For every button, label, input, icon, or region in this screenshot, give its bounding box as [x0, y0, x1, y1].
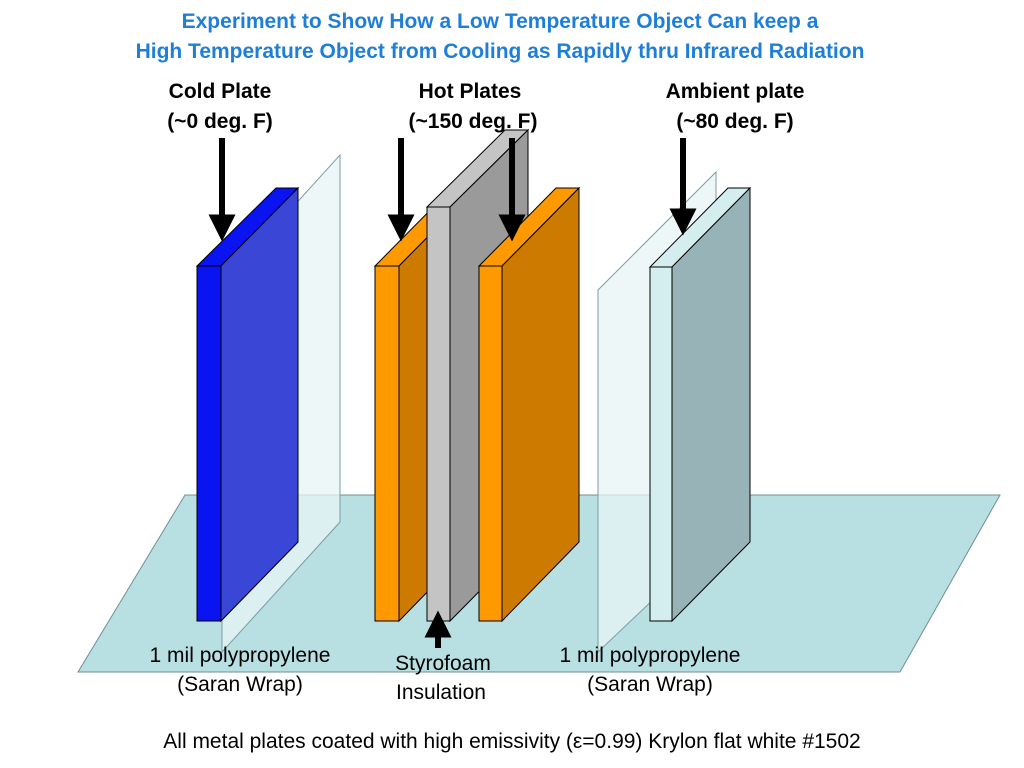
- footer-note: All metal plates coated with high emissi…: [163, 730, 860, 753]
- saran-wrap-left-label-1: 1 mil polypropylene: [150, 644, 331, 667]
- ambient-plate-heading: Ambient plate: [666, 80, 805, 103]
- saran-wrap-right-label-2: (Saran Wrap): [587, 673, 713, 696]
- ambient-plate-temp: (~80 deg. F): [676, 110, 793, 133]
- insulation-label-2: Insulation: [396, 681, 486, 704]
- insulation-edge: [426, 206, 451, 622]
- hot-plate-right-edge: [478, 265, 503, 622]
- title-line-1: Experiment to Show How a Low Temperature…: [182, 10, 819, 33]
- hot-plates-temp: (~150 deg. F): [409, 110, 538, 133]
- title-line-2: High Temperature Object from Cooling as …: [136, 40, 865, 63]
- insulation-label-1: Styrofoam: [395, 652, 491, 675]
- hot-plate-left-edge: [374, 265, 400, 622]
- saran-wrap-left-label-2: (Saran Wrap): [177, 673, 303, 696]
- cold-plate-heading: Cold Plate: [169, 80, 272, 103]
- cold-plate-edge: [196, 265, 222, 622]
- hot-plates-heading: Hot Plates: [419, 80, 522, 103]
- ambient-plate-edge: [649, 266, 673, 622]
- saran-wrap-right-label-1: 1 mil polypropylene: [560, 644, 741, 667]
- cold-plate-temp: (~0 deg. F): [167, 110, 273, 133]
